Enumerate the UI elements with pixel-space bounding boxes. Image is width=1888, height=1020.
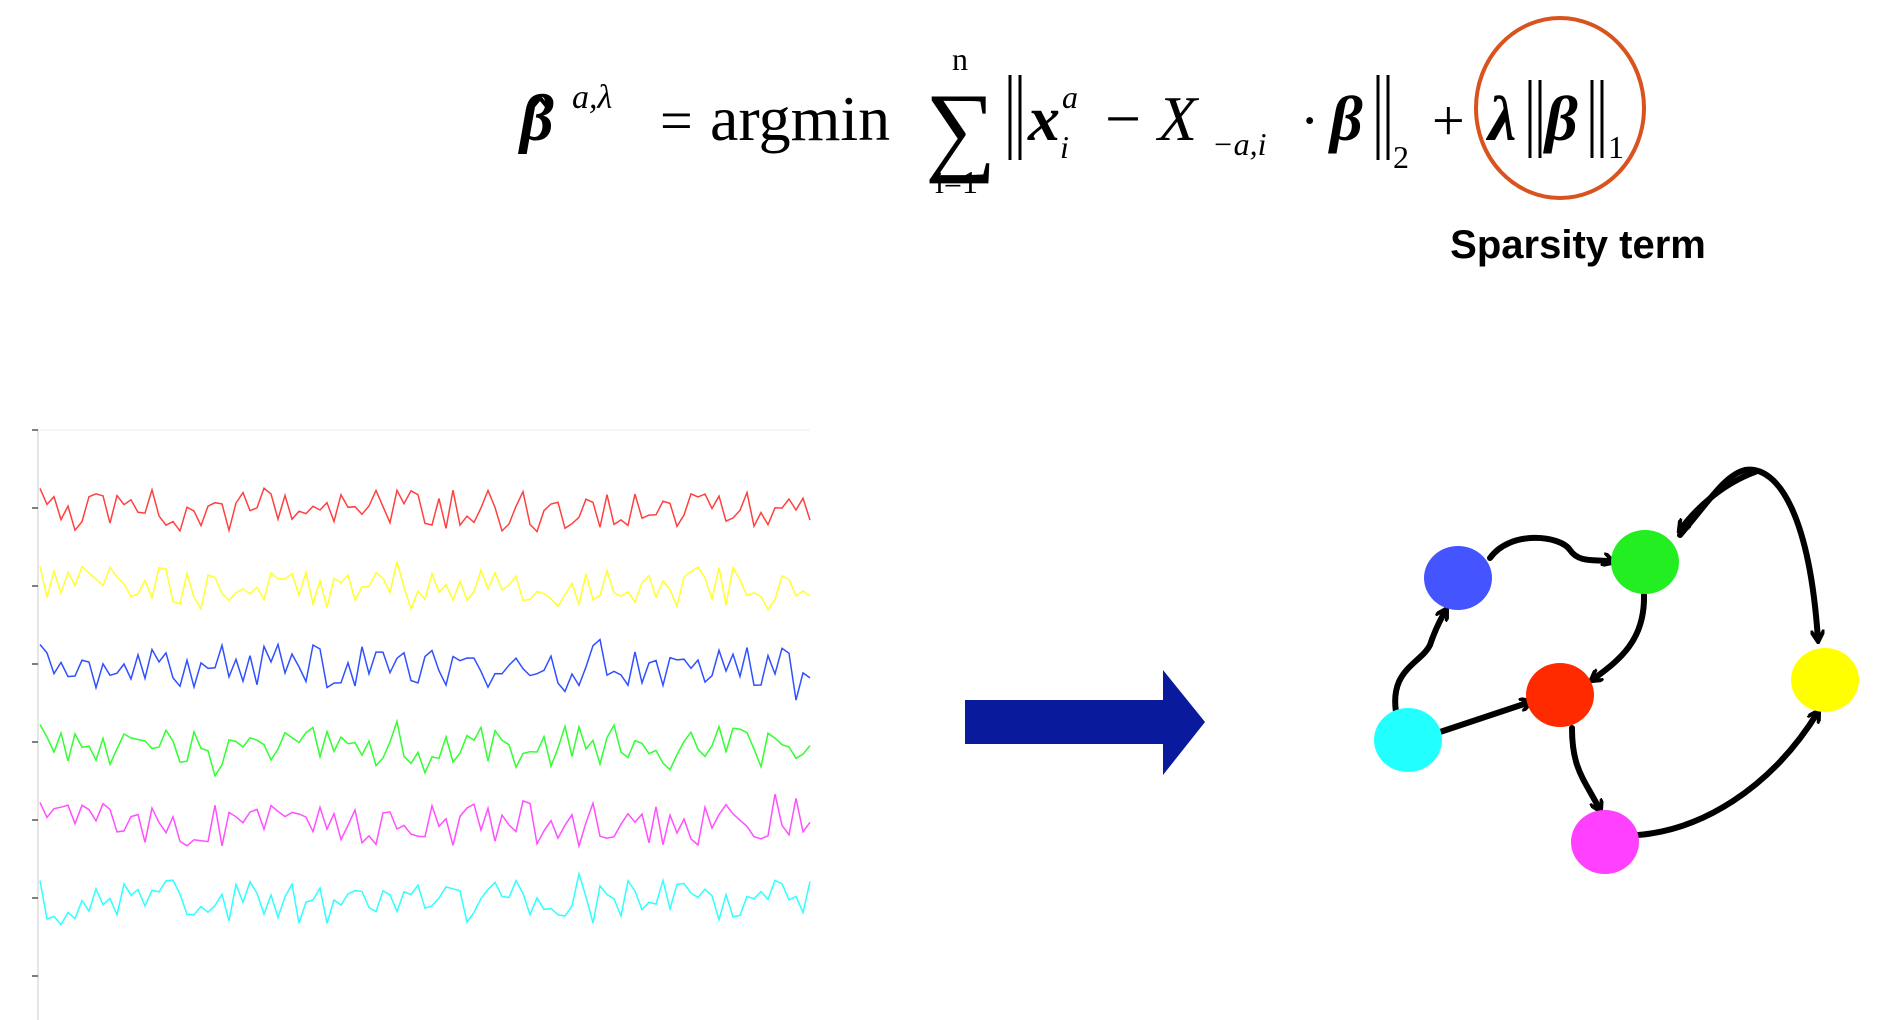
beta-superscript: a,λ — [572, 79, 612, 116]
beta-variable: β — [1328, 83, 1363, 154]
edge-cyan-blue — [1392, 610, 1446, 725]
lambda-symbol: λ — [1485, 83, 1516, 154]
sum-symbol: ∑ — [925, 73, 996, 184]
equals-sign: = — [660, 88, 693, 153]
node-cyan — [1374, 708, 1442, 772]
X-subscript: −a,i — [1212, 126, 1266, 162]
beta-l1: β — [1543, 83, 1578, 154]
x-variable: x — [1027, 83, 1060, 154]
hat-accent — [528, 94, 552, 112]
lasso-formula: β a,λ = argmin ∑ n i=1 x a i − X −a,i · … — [517, 16, 1706, 267]
norm-2-subscript: 2 — [1393, 139, 1409, 175]
sum-upper-limit: n — [952, 41, 968, 77]
node-green — [1611, 530, 1679, 594]
sparsity-highlight-circle — [1474, 16, 1646, 200]
edge-cyan-red — [1437, 702, 1530, 735]
edge-blue-green — [1487, 534, 1612, 562]
minus-sign: − — [1105, 83, 1141, 154]
edge-red-magenta — [1569, 725, 1600, 810]
sparsity-term-label: Sparsity term — [1450, 223, 1706, 267]
X-matrix: X — [1155, 83, 1200, 154]
time-series-line — [39, 793, 811, 849]
l1-norm-bar-left — [1528, 80, 1542, 158]
x-superscript: a — [1062, 79, 1078, 115]
time-series-panel — [32, 429, 811, 1020]
plus-sign: + — [1432, 88, 1465, 153]
node-blue — [1424, 546, 1492, 610]
node-red — [1526, 663, 1594, 727]
x-subscript: i — [1060, 129, 1069, 165]
sum-lower-limit: i=1 — [935, 164, 978, 200]
dot-operator: · — [1300, 88, 1319, 153]
edge-green-red — [1592, 592, 1648, 680]
norm-1-subscript: 1 — [1608, 129, 1624, 165]
transform-arrow — [965, 670, 1205, 775]
time-series-line — [39, 870, 811, 926]
edge-green-yellow — [1677, 466, 1818, 640]
node-magenta — [1571, 810, 1639, 874]
edge-magenta-yellow — [1635, 712, 1818, 838]
time-series-line — [39, 561, 811, 612]
beta-hat: β — [517, 82, 554, 155]
norm-bar-right — [1376, 75, 1390, 160]
time-series-line — [39, 487, 811, 534]
time-series-line — [39, 638, 811, 701]
argmin-operator: argmin — [710, 83, 890, 154]
right-arrow-icon — [965, 670, 1205, 775]
node-yellow — [1791, 648, 1859, 712]
norm-bar-left — [1008, 75, 1022, 160]
network-graph — [1374, 466, 1859, 874]
time-series-line — [39, 718, 811, 778]
l1-norm-bar-right — [1590, 80, 1604, 158]
edge-yellow-green — [1680, 469, 1758, 530]
